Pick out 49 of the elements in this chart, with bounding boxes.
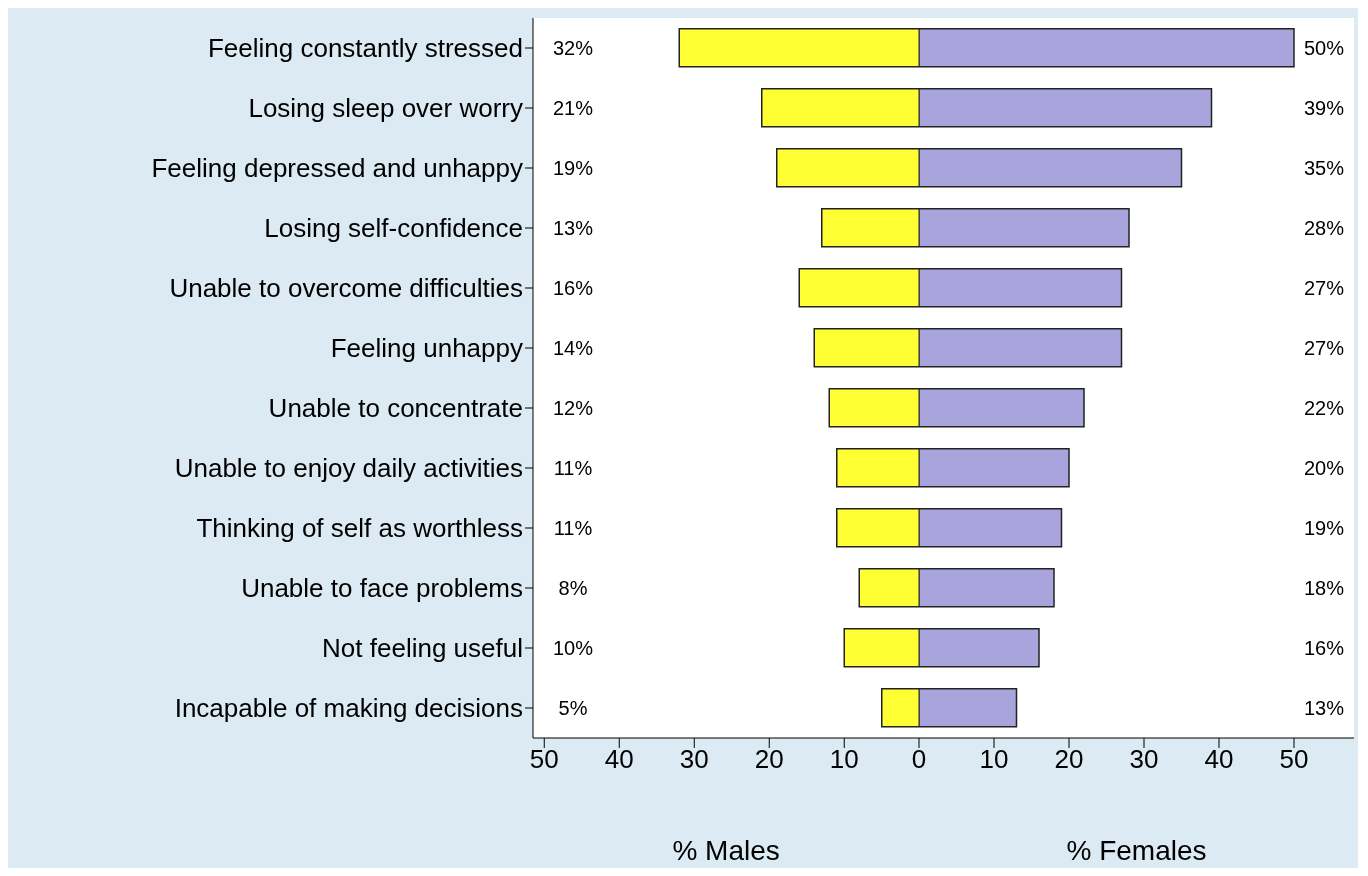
x-axis-title: % Males [672,835,780,866]
data-label: 35% [1304,156,1345,179]
y-tick-label: Losing self-confidence [264,213,523,244]
data-label: 11% [553,516,593,539]
x-tick-label: 50 [1279,744,1309,775]
data-label: 13% [552,216,594,239]
y-tick-label: Unable to enjoy daily activities [174,453,523,484]
y-tick-label: Incapable of making decisions [174,693,523,724]
data-label: 5% [558,696,588,719]
y-tick-label: Feeling unhappy [330,333,523,364]
data-label: 39% [1304,96,1345,119]
data-label: 12% [552,396,594,419]
y-tick-label: Feeling constantly stressed [207,33,523,64]
data-label: 22% [1304,396,1345,419]
x-tick-label: 30 [1129,744,1159,775]
x-tick-label: 20 [754,744,784,775]
data-label: 21% [552,96,594,119]
data-label: 19% [552,156,594,179]
data-label: 27% [1304,276,1345,299]
data-label: 8% [558,576,588,599]
x-axis-title: % Females [1066,835,1207,866]
x-tick-label: 40 [1204,744,1234,775]
data-label: 11% [553,456,593,479]
y-tick-label: Unable to overcome difficulties [169,273,523,304]
data-label: 10% [552,636,594,659]
data-label: 19% [1304,516,1345,539]
x-tick-label: 50 [529,744,559,775]
data-label: 50% [1304,36,1345,59]
x-tick-label: 10 [829,744,859,775]
data-label: 16% [1304,636,1345,659]
x-tick-label: 30 [679,744,709,775]
x-tick-label: 10 [979,744,1009,775]
x-tick-label: 40 [604,744,634,775]
data-label: 27% [1304,336,1345,359]
y-tick-label: Unable to face problems [241,573,523,604]
y-tick-label: Unable to concentrate [268,393,523,424]
data-label: 18% [1304,576,1345,599]
y-tick-label: Losing sleep over worry [248,93,523,124]
x-tick-label: 20 [1054,744,1084,775]
data-label: 13% [1304,696,1345,719]
data-label: 14% [552,336,594,359]
data-label: 28% [1304,216,1345,239]
x-tick-label: 0 [912,744,927,775]
data-label: 20% [1304,456,1345,479]
data-label: 32% [552,36,594,59]
y-tick-label: Thinking of self as worthless [196,513,523,544]
data-label: 16% [552,276,594,299]
y-tick-label: Not feeling useful [322,633,523,664]
y-tick-label: Feeling depressed and unhappy [151,153,523,184]
